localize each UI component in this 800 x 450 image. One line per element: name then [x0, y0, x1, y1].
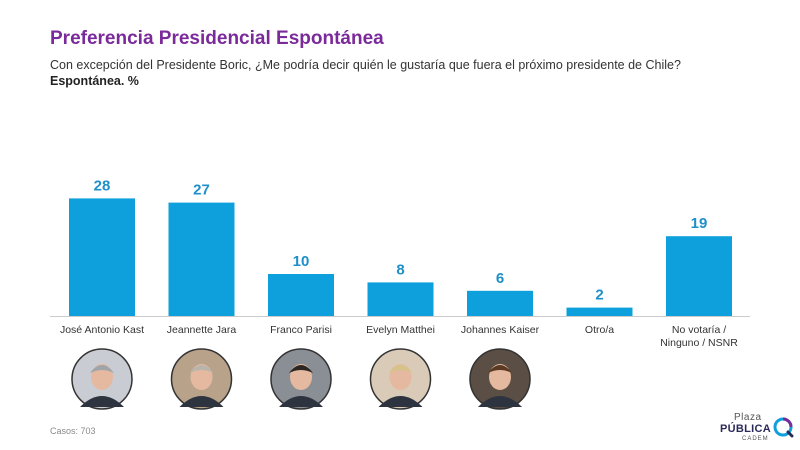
avatar-hair [289, 365, 313, 373]
value-label: 19 [691, 215, 708, 232]
value-label: 27 [193, 182, 210, 199]
candidate-avatar [71, 348, 133, 410]
bar [168, 202, 235, 316]
avatar-shoulders [80, 396, 124, 407]
value-label: 8 [396, 261, 404, 278]
logo-mark-icon [773, 417, 794, 438]
logo-line-1: Plaza [734, 412, 762, 423]
bar [467, 290, 533, 316]
avatar-shoulders [478, 396, 522, 407]
logo-line-3: CADEM [742, 436, 769, 442]
candidate-avatar [369, 348, 432, 410]
category-label: Franco Parisi [270, 324, 332, 336]
unit-label: Espontánea. % [50, 74, 139, 88]
bar [268, 274, 334, 316]
cases-value: 703 [80, 426, 96, 436]
bar [69, 198, 135, 316]
plaza-publica-logo: Plaza PÚBLICA CADEM [716, 412, 796, 444]
bar [666, 236, 732, 316]
logo-line-2: PÚBLICA [720, 423, 771, 435]
category-label: Jeannette Jara [167, 324, 237, 336]
cases-label: Casos: [50, 426, 79, 436]
avatar-shoulders [279, 396, 323, 407]
avatar-shoulders [378, 396, 423, 407]
candidate-avatar [270, 348, 332, 410]
avatar-hair [488, 365, 512, 373]
value-label: 2 [595, 287, 603, 304]
candidate-avatar [469, 348, 531, 410]
avatar-shoulders [179, 396, 224, 407]
cases-note: Casos: 703 [50, 426, 96, 436]
avatar-hair [90, 365, 114, 373]
category-label: Johannes Kaiser [461, 324, 540, 336]
category-label: José Antonio Kast [60, 324, 144, 336]
value-label: 10 [293, 253, 310, 270]
chart-subtitle: Con excepción del Presidente Boric, ¿Me … [50, 58, 681, 72]
value-label: 6 [496, 270, 504, 287]
avatar-hair [189, 365, 214, 373]
bar [367, 282, 434, 316]
chart-title: Preferencia Presidencial Espontánea [50, 28, 384, 49]
candidate-avatar [170, 348, 233, 410]
category-label: No votaría / Ninguno / NSNR [660, 324, 738, 349]
value-label: 28 [94, 177, 111, 194]
category-label: Evelyn Matthei [366, 324, 435, 336]
avatar-hair [388, 365, 413, 373]
bar [566, 307, 633, 316]
category-label: Otro/a [585, 324, 614, 336]
